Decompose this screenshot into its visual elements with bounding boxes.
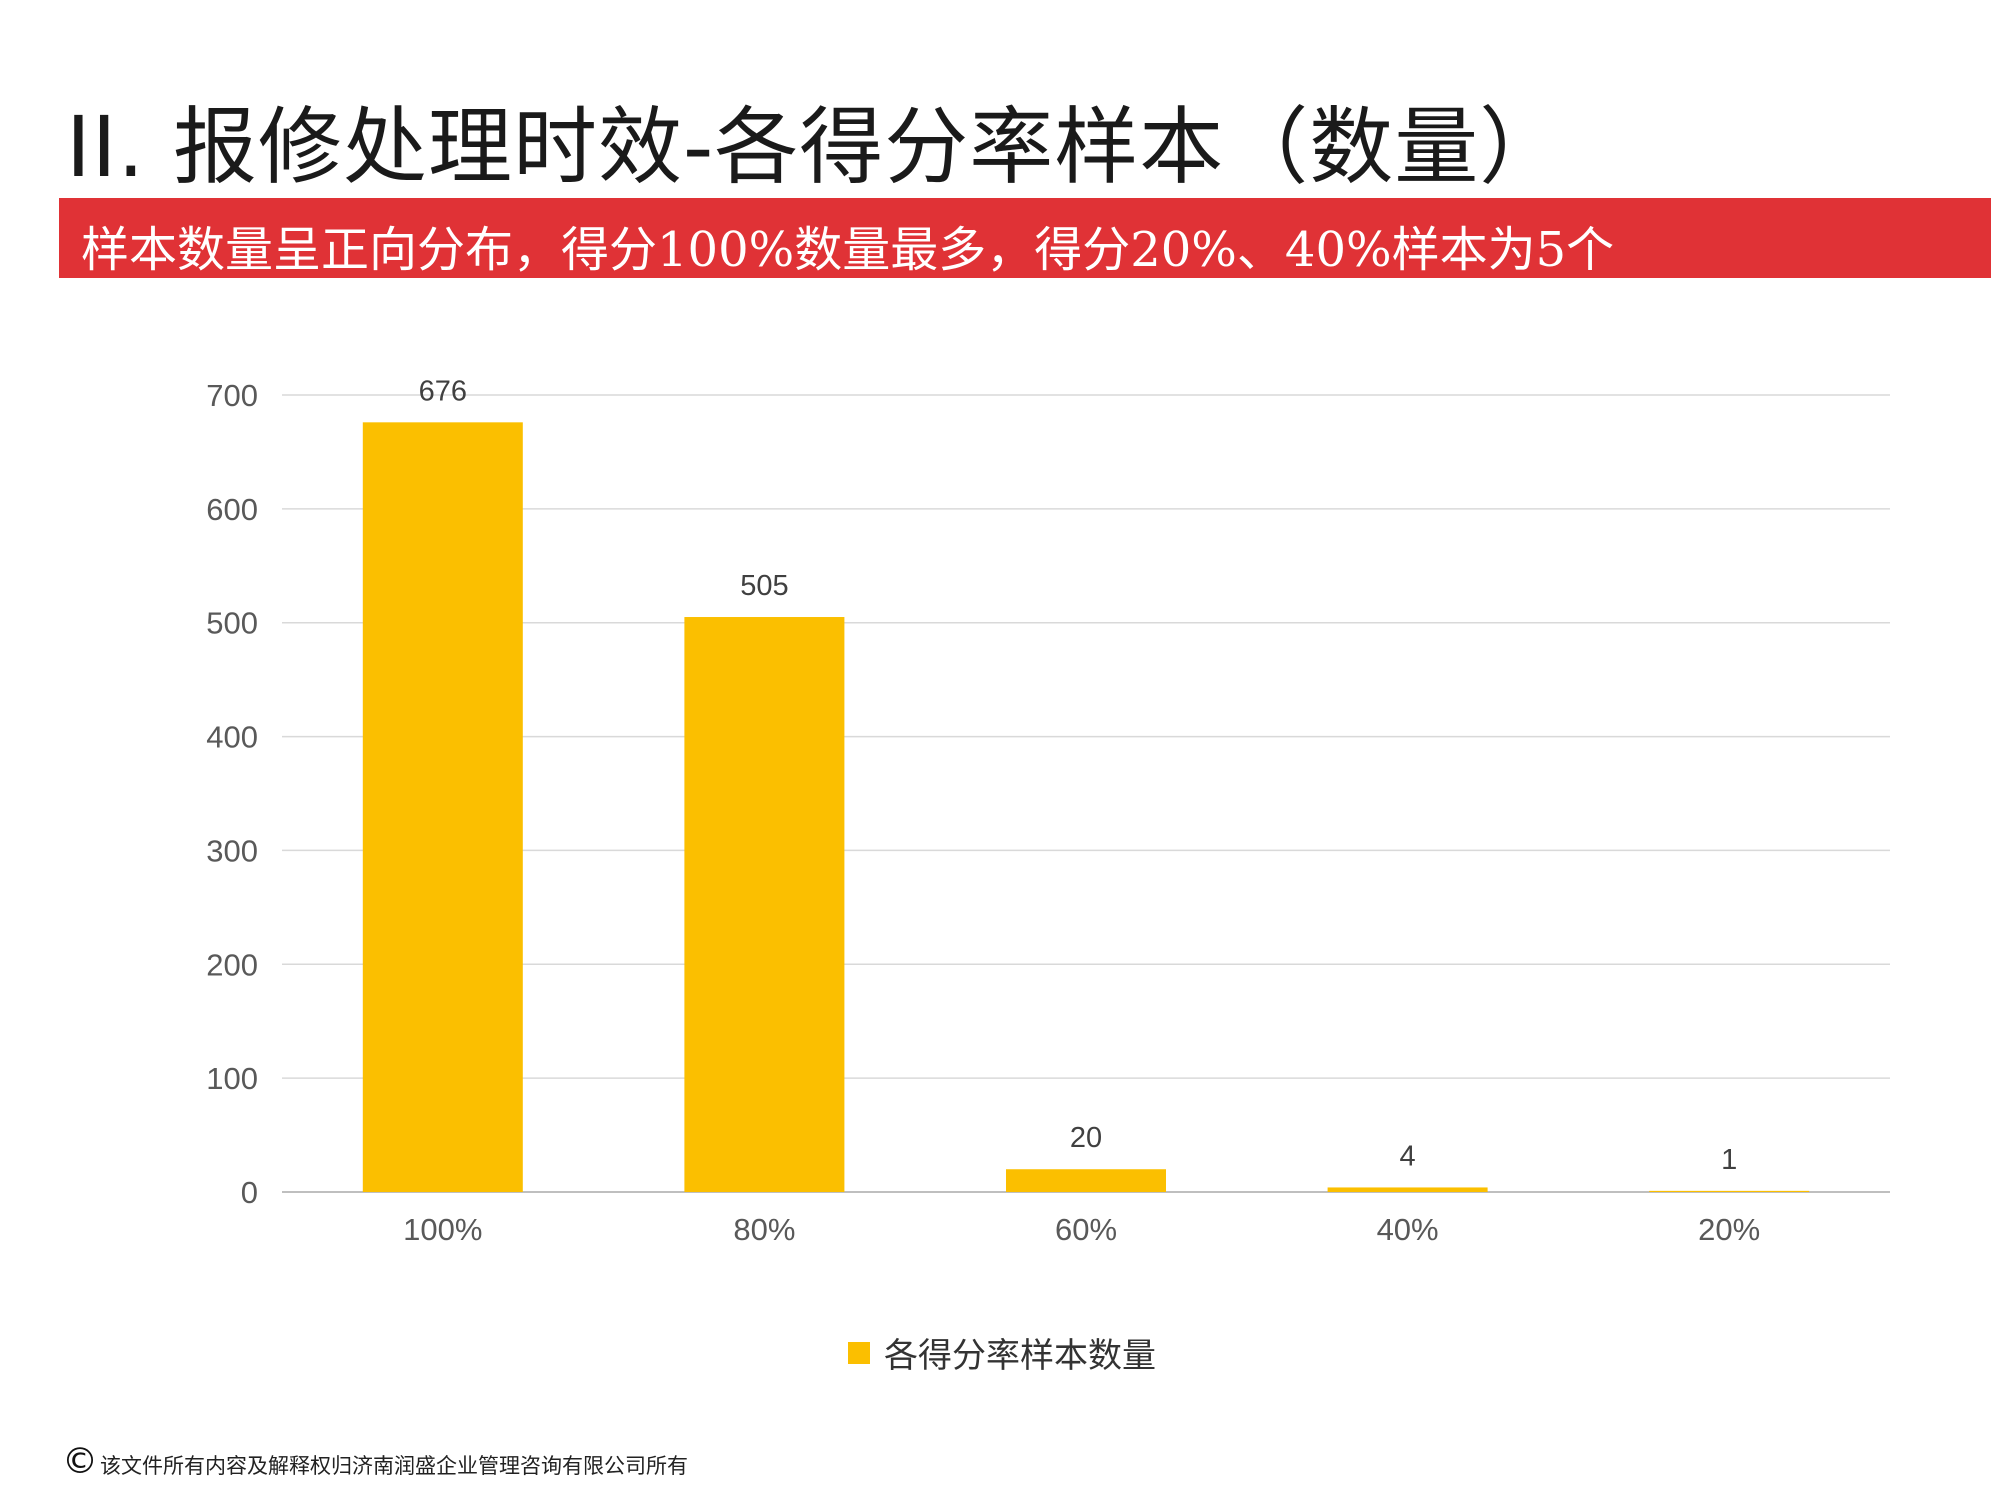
x-tick-label: 40%	[1377, 1212, 1439, 1247]
chart-x-axis: 100% 80% 60% 40% 20%	[403, 1212, 1760, 1247]
chart-legend: 各得分率样本数量	[848, 1328, 1156, 1377]
bar	[362, 422, 523, 1193]
legend-swatch	[848, 1341, 870, 1364]
chart-y-axis: 0 100 200 300 400 500 600 700	[206, 378, 258, 1210]
data-label: 505	[740, 570, 788, 602]
y-tick-label: 600	[206, 492, 258, 527]
data-label: 20	[1070, 1122, 1102, 1154]
bar	[1327, 1187, 1488, 1192]
y-tick-label: 0	[241, 1175, 258, 1210]
copyright-icon: ©	[62, 1441, 98, 1482]
summary-banner: 样本数量呈正向分布，得分100%数量最多，得分20%、40%样本为5个	[59, 198, 1991, 278]
legend-label: 各得分率样本数量	[884, 1336, 1156, 1376]
data-label: 1	[1721, 1144, 1737, 1176]
y-tick-label: 300	[206, 833, 258, 868]
x-tick-label: 20%	[1698, 1212, 1760, 1247]
y-tick-label: 100	[206, 1061, 258, 1096]
data-label: 4	[1400, 1140, 1416, 1172]
bar	[684, 617, 845, 1192]
chart-gridlines	[282, 394, 1890, 1193]
footer: © 该文件所有内容及解释权归济南润盛企业管理咨询有限公司所有	[62, 1444, 688, 1480]
y-tick-label: 200	[206, 947, 258, 982]
chart-data-labels: 676 505 20 4 1	[419, 375, 1738, 1176]
y-tick-label: 400	[206, 720, 258, 755]
summary-banner-text: 样本数量呈正向分布，得分100%数量最多，得分20%、40%样本为5个	[81, 222, 1615, 278]
y-tick-label: 700	[206, 378, 258, 413]
bar	[1649, 1190, 1810, 1192]
bar-chart: 676 505 20 4 1 0 100 200 300 400 500 600 700 100% 80…	[206, 375, 1890, 1247]
y-tick-label: 500	[206, 606, 258, 641]
page-title: II. 报修处理时效-各得分率样本（数量）	[66, 98, 1565, 196]
chart-bars	[362, 422, 1810, 1193]
x-tick-label: 60%	[1055, 1212, 1117, 1247]
data-label: 676	[419, 375, 467, 407]
x-tick-label: 80%	[733, 1212, 795, 1247]
x-tick-label: 100%	[403, 1212, 482, 1247]
bar	[1006, 1169, 1166, 1192]
footer-text: 该文件所有内容及解释权归济南润盛企业管理咨询有限公司所有	[100, 1454, 688, 1478]
